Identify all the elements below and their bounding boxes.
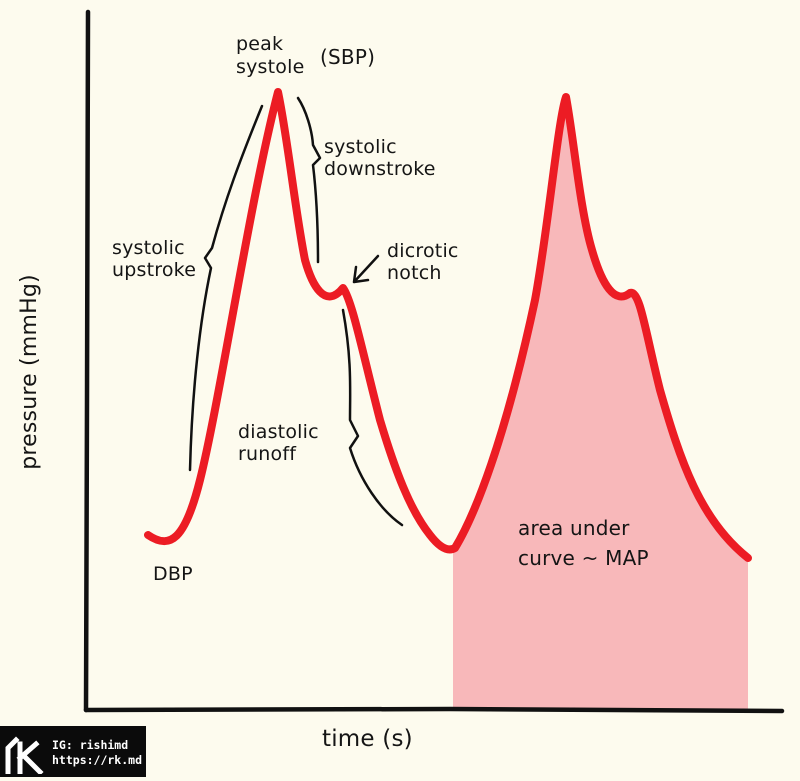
y-axis bbox=[83, 9, 91, 713]
pressure-waveform-curve bbox=[144, 88, 752, 562]
systolic-downstroke-bracket bbox=[296, 96, 322, 264]
dicrotic-notch-arrow bbox=[352, 254, 380, 284]
x-axis bbox=[83, 706, 785, 714]
dbp-label: DBP bbox=[153, 563, 193, 585]
area-under-curve-label: area under curve ~ MAP bbox=[518, 516, 649, 570]
sbp-label: (SBP) bbox=[320, 45, 376, 69]
diastolic-runoff-label: diastolic runoff bbox=[238, 421, 319, 465]
rk-logo-icon bbox=[2, 730, 46, 774]
x-axis-label: time (s) bbox=[322, 726, 413, 752]
dicrotic-notch-label: dicrotic notch bbox=[387, 240, 459, 284]
systolic-upstroke-label: systolic upstroke bbox=[112, 237, 197, 281]
systolic-downstroke-label: systolic downstroke bbox=[324, 136, 436, 180]
watermark-url: https://rk.md bbox=[52, 753, 143, 767]
peak-systole-label-line1: peak bbox=[236, 33, 284, 55]
peak-systole-label-line2: systole bbox=[236, 56, 305, 78]
y-axis-label: pressure (mmHg) bbox=[17, 274, 42, 470]
systolic-upstroke-bracket bbox=[188, 104, 264, 472]
watermark-instagram: IG: rishimd bbox=[52, 738, 129, 752]
area-under-curve-fill bbox=[453, 97, 748, 710]
watermark-badge: IG: rishimd https://rk.md bbox=[0, 726, 146, 777]
diastolic-runoff-bracket bbox=[341, 308, 404, 527]
